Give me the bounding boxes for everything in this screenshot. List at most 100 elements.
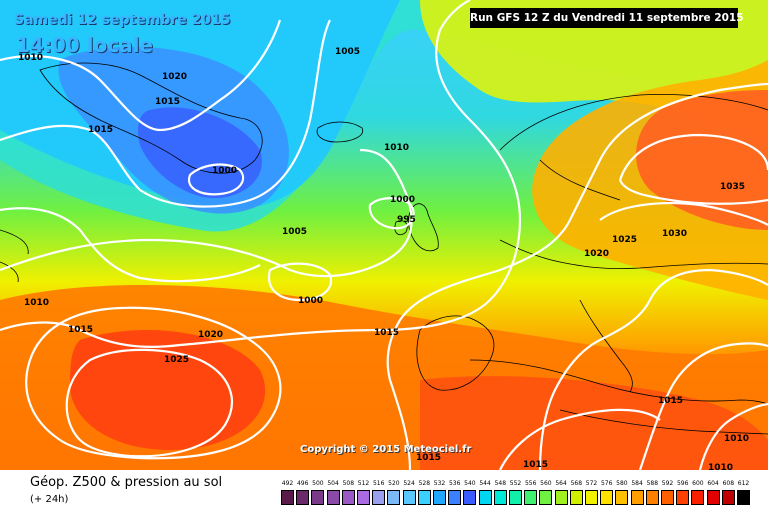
legend-value: 496 [296, 480, 309, 487]
color-legend: 492 496 500 504 508 512 516 520 524 528 532 536 540 5… [280, 480, 752, 510]
legend-swatch [417, 490, 431, 505]
isobar-label: 1020 [198, 330, 223, 340]
legend-swatch [281, 490, 294, 505]
copyright-notice: Copyright © 2015 Meteociel.fr [300, 444, 472, 455]
legend-swatch [630, 490, 644, 505]
legend-swatch [448, 490, 462, 505]
legend-value: 560 [540, 480, 552, 487]
isobar-label: 1015 [658, 396, 683, 406]
legend-value: 548 [494, 480, 507, 487]
legend-value: 524 [403, 480, 415, 487]
valid-date: Samedi 12 septembre 2015 [14, 12, 231, 28]
legend-value: 604 [707, 480, 719, 487]
legend-value: 540 [464, 480, 476, 487]
legend-value: 576 [600, 480, 613, 487]
isobar-label: 1015 [68, 325, 93, 335]
legend-value: 568 [570, 480, 583, 487]
isobar-label: 995 [397, 215, 416, 225]
legend-value: 600 [692, 480, 704, 487]
legend-swatch [372, 490, 386, 505]
legend-value: 500 [312, 480, 324, 487]
legend-swatch [509, 490, 522, 505]
legend-swatch [402, 490, 416, 505]
map-canvas: 1010 1020 1015 1015 1000 1005 1010 1005 … [0, 0, 768, 470]
legend-value: 588 [646, 480, 659, 487]
isobar-label: 1010 [384, 143, 409, 153]
legend-swatch [524, 490, 538, 505]
legend-swatch [691, 490, 705, 505]
legend-swatch [493, 490, 507, 505]
legend-swatch [706, 490, 720, 505]
legend-value: 584 [631, 480, 643, 487]
isobar-label: 1010 [724, 434, 749, 444]
isobar-label: 1000 [390, 195, 415, 205]
legend-swatch [296, 490, 310, 505]
legend-swatch [600, 490, 614, 505]
isobar-label: 1025 [612, 235, 637, 245]
legend-value: 508 [342, 480, 355, 487]
legend-value: 608 [722, 480, 735, 487]
legend-swatch [661, 490, 674, 505]
legend-value: 512 [357, 480, 370, 487]
isobars [0, 0, 768, 470]
legend-value: 592 [661, 480, 674, 487]
legend-value: 556 [524, 480, 537, 487]
legend-value: 564 [555, 480, 567, 487]
legend-swatch [326, 490, 340, 505]
legend-value: 544 [479, 480, 491, 487]
run-info: Run GFS 12 Z du Vendredi 11 septembre 20… [470, 8, 744, 28]
legend-swatch [615, 490, 629, 505]
legend-value: 552 [509, 480, 522, 487]
legend-value: 612 [737, 480, 750, 487]
isobar-label: 1035 [720, 182, 745, 192]
isobar-label: 1020 [584, 249, 609, 259]
legend-swatch [721, 490, 735, 505]
isobar-label: 1015 [416, 453, 441, 463]
legend-swatch [463, 490, 477, 505]
lead-time-label: (+ 24h) [30, 494, 69, 505]
isobar-label: 1015 [523, 460, 548, 470]
isobar-label: 1010 [708, 463, 733, 470]
legend-swatch [554, 490, 568, 505]
legend-swatch [311, 490, 325, 505]
isobar-label: 1020 [162, 72, 187, 82]
legend-swatch [645, 490, 659, 505]
coastlines [0, 62, 768, 435]
legend-value: 504 [327, 480, 339, 487]
legend-value: 520 [388, 480, 400, 487]
legend-value: 492 [281, 480, 294, 487]
legend-swatch [539, 490, 553, 505]
legend-value: 572 [585, 480, 598, 487]
isobar-label: 1010 [18, 53, 43, 63]
legend-swatch [433, 490, 446, 505]
valid-time: 14:00 locale [16, 33, 153, 57]
legend-value: 528 [418, 480, 431, 487]
isobar-label: 1005 [282, 227, 307, 237]
legend-swatch [357, 490, 370, 505]
legend-swatch [341, 490, 355, 505]
isobar-label: 1015 [88, 125, 113, 135]
legend-swatch [737, 490, 750, 505]
legend-swatch [585, 490, 598, 505]
isobar-label: 1030 [662, 229, 687, 239]
parameter-label: Géop. Z500 & pression au sol [30, 475, 223, 490]
geopotential-field [0, 0, 768, 470]
isobar-label: 1025 [164, 355, 189, 365]
isobar-label: 1010 [24, 298, 49, 308]
legend-value: 536 [448, 480, 461, 487]
legend-value: 532 [433, 480, 446, 487]
legend-value: 516 [372, 480, 385, 487]
legend-value: 596 [676, 480, 689, 487]
legend-swatch [569, 490, 583, 505]
legend-value: 580 [616, 480, 628, 487]
legend-swatch [676, 490, 690, 505]
isobar-label: 1015 [155, 97, 180, 107]
isobar-label: 1005 [335, 47, 360, 57]
isobar-values: 1010 1020 1015 1015 1000 1005 1010 1005 … [18, 47, 749, 470]
legend-swatch [478, 490, 492, 505]
legend-swatch [387, 490, 401, 505]
isobar-label: 1015 [374, 328, 399, 338]
isobar-label: 1000 [298, 296, 323, 306]
isobar-label: 1000 [212, 166, 237, 176]
